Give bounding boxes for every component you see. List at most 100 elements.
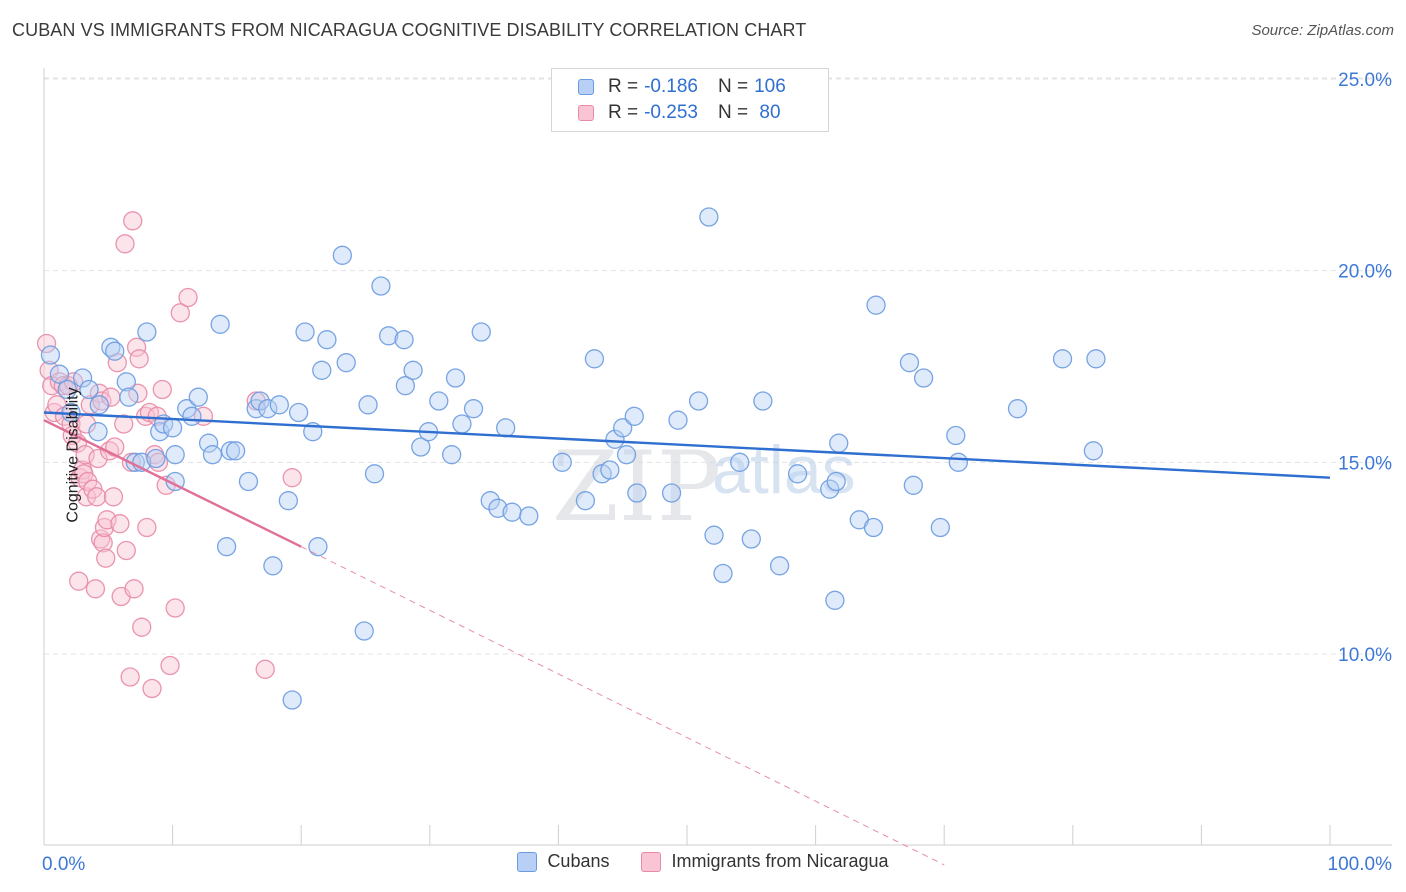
point-cuban xyxy=(49,364,70,384)
point-cuban xyxy=(946,425,966,446)
point-cuban xyxy=(1007,399,1028,419)
trend-line-cubans xyxy=(43,411,1331,479)
point-cuban xyxy=(119,387,139,407)
point-cuban xyxy=(364,464,385,484)
point-cuban xyxy=(116,372,136,392)
legend-n-value: 80 xyxy=(754,102,781,123)
legend-swatch-nicaragua xyxy=(641,851,662,872)
point-cuban xyxy=(250,391,270,411)
point-cuban xyxy=(661,483,682,503)
point-cuban xyxy=(188,387,208,407)
point-cuban xyxy=(1083,441,1104,461)
point-cuban xyxy=(295,322,315,342)
point-nicaragua xyxy=(69,571,89,591)
y-axis-label: Cognitive Disability xyxy=(64,387,82,523)
point-cuban xyxy=(317,330,337,350)
point-cuban xyxy=(452,414,472,434)
point-nicaragua xyxy=(94,517,115,538)
point-cuban xyxy=(688,391,709,411)
point-nicaragua xyxy=(124,579,144,599)
axes xyxy=(43,68,1392,846)
point-cuban xyxy=(105,341,125,361)
point-cuban xyxy=(371,276,391,296)
chart-title: CUBAN VS IMMIGRANTS FROM NICARAGUA COGNI… xyxy=(12,20,807,40)
point-nicaragua xyxy=(147,406,167,426)
point-cuban xyxy=(378,326,399,346)
point-nicaragua xyxy=(123,211,143,231)
point-cuban xyxy=(210,314,230,334)
point-cuban xyxy=(825,590,845,610)
point-cuban xyxy=(463,399,484,419)
point-nicaragua xyxy=(116,540,136,561)
point-cuban xyxy=(488,498,508,518)
point-nicaragua xyxy=(129,349,149,369)
point-cuban xyxy=(202,445,223,465)
point-nicaragua xyxy=(96,548,116,568)
point-cuban xyxy=(72,368,93,388)
stats-legend: R = -0.186 N = 106 R = -0.253 N = 80 xyxy=(551,68,829,132)
point-cuban xyxy=(502,502,522,522)
y-tick-label: 10.0% xyxy=(1338,645,1392,666)
point-nicaragua xyxy=(178,287,198,308)
point-nicaragua xyxy=(126,337,147,357)
legend-row-cubans: R = -0.186 N = 106 xyxy=(578,74,786,100)
point-cuban xyxy=(198,433,219,453)
point-cuban xyxy=(282,690,302,710)
legend-label-cubans: Cubans xyxy=(547,851,610,871)
point-nicaragua xyxy=(89,383,109,403)
point-cuban xyxy=(162,418,183,438)
source-label: Source: ZipAtlas.com xyxy=(1251,22,1394,39)
point-cuban xyxy=(165,445,185,465)
point-nicaragua xyxy=(76,487,97,507)
point-nicaragua xyxy=(170,303,190,323)
point-cuban xyxy=(40,345,61,365)
point-nicaragua xyxy=(152,379,172,400)
legend-r-label: R = xyxy=(608,76,639,97)
point-cuban xyxy=(182,406,202,426)
point-cuban xyxy=(826,471,846,492)
point-cuban xyxy=(263,556,283,576)
point-cuban xyxy=(216,537,237,557)
point-cuban xyxy=(769,556,790,576)
point-nicaragua xyxy=(165,598,185,618)
watermark-zip: ZIP xyxy=(552,431,721,543)
point-nicaragua xyxy=(114,414,134,434)
point-nicaragua xyxy=(85,579,106,599)
point-cuban xyxy=(863,517,884,538)
point-cuban xyxy=(496,418,516,438)
legend-item-cubans[interactable]: Cubans xyxy=(517,851,609,872)
point-cuban xyxy=(395,376,416,396)
series-legend: Cubans Immigrants from Nicaragua xyxy=(0,851,1406,872)
point-nicaragua xyxy=(255,659,275,679)
point-cuban xyxy=(471,322,491,342)
point-cuban xyxy=(730,452,750,472)
point-nicaragua xyxy=(132,617,152,637)
point-cuban xyxy=(624,406,644,426)
point-cuban xyxy=(308,537,328,557)
point-nicaragua xyxy=(105,437,125,457)
point-cuban xyxy=(605,429,625,449)
y-tick-label: 15.0% xyxy=(1338,453,1392,474)
legend-r-label: R = xyxy=(608,102,639,123)
watermark: ZIP atlas xyxy=(552,431,856,543)
legend-r-value: -0.253 xyxy=(644,102,698,123)
point-cuban xyxy=(411,437,431,457)
point-cuban xyxy=(713,563,733,584)
point-nicaragua xyxy=(36,333,57,354)
point-cuban xyxy=(753,391,773,411)
point-nicaragua xyxy=(137,517,157,538)
point-cuban xyxy=(948,452,968,472)
point-cuban xyxy=(146,448,166,469)
point-cuban xyxy=(88,422,108,442)
point-cuban xyxy=(258,399,278,419)
point-cuban xyxy=(278,491,298,511)
point-cuban xyxy=(225,441,246,461)
point-nicaragua xyxy=(115,234,135,254)
point-nicaragua xyxy=(87,487,107,507)
legend-n-label: N = xyxy=(717,76,749,97)
point-cuban xyxy=(930,517,950,538)
legend-item-nicaragua[interactable]: Immigrants from Nicaragua xyxy=(641,851,889,872)
legend-n-value: 106 xyxy=(754,76,786,97)
point-cuban xyxy=(613,418,633,438)
point-cuban xyxy=(332,245,353,265)
